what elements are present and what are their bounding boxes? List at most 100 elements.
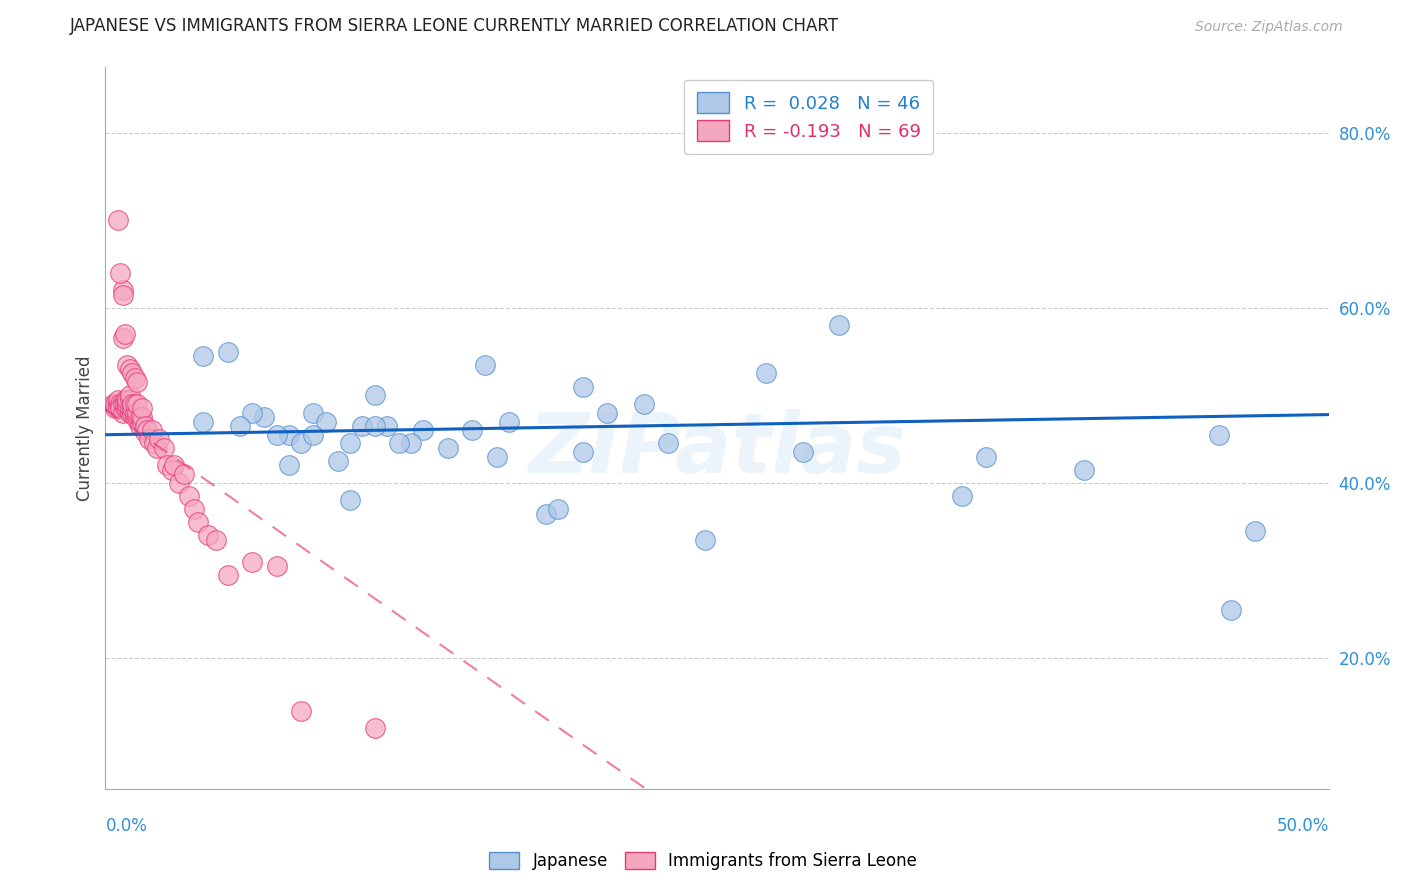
- Point: [534, 507, 557, 521]
- Point: [128, 419, 150, 434]
- Point: [498, 415, 520, 429]
- Point: [1244, 524, 1267, 538]
- Point: [124, 406, 146, 420]
- Point: [412, 423, 434, 437]
- Point: [111, 283, 134, 297]
- Point: [302, 427, 325, 442]
- Point: [547, 502, 569, 516]
- Point: [156, 458, 179, 473]
- Point: [229, 419, 252, 434]
- Point: [131, 401, 153, 416]
- Point: [841, 134, 863, 148]
- Point: [131, 410, 153, 425]
- Point: [114, 397, 136, 411]
- Point: [792, 445, 814, 459]
- Point: [315, 415, 337, 429]
- Point: [108, 266, 131, 280]
- Point: [114, 401, 136, 416]
- Point: [290, 704, 312, 718]
- Point: [474, 358, 496, 372]
- Point: [571, 379, 593, 393]
- Point: [240, 406, 263, 420]
- Legend: Japanese, Immigrants from Sierra Leone: Japanese, Immigrants from Sierra Leone: [482, 845, 924, 877]
- Point: [114, 326, 136, 341]
- Point: [160, 463, 183, 477]
- Point: [167, 475, 190, 490]
- Point: [1208, 427, 1230, 442]
- Text: 0.0%: 0.0%: [105, 817, 148, 835]
- Point: [950, 489, 973, 503]
- Point: [127, 406, 149, 420]
- Point: [339, 436, 361, 450]
- Point: [121, 401, 143, 416]
- Point: [148, 432, 170, 446]
- Point: [117, 358, 139, 372]
- Point: [121, 397, 143, 411]
- Point: [183, 502, 205, 516]
- Point: [401, 436, 423, 450]
- Point: [693, 533, 716, 547]
- Point: [118, 392, 141, 407]
- Point: [596, 406, 619, 420]
- Point: [302, 406, 325, 420]
- Point: [118, 406, 141, 420]
- Point: [339, 493, 361, 508]
- Point: [118, 388, 141, 402]
- Point: [278, 427, 301, 442]
- Point: [571, 445, 593, 459]
- Point: [1219, 603, 1241, 617]
- Point: [136, 423, 159, 437]
- Text: Source: ZipAtlas.com: Source: ZipAtlas.com: [1195, 21, 1343, 34]
- Point: [326, 454, 349, 468]
- Point: [127, 397, 149, 411]
- Point: [138, 432, 160, 446]
- Point: [253, 410, 276, 425]
- Point: [141, 423, 163, 437]
- Point: [163, 458, 186, 473]
- Point: [143, 436, 166, 450]
- Point: [278, 458, 301, 473]
- Point: [437, 441, 460, 455]
- Point: [828, 318, 851, 333]
- Point: [193, 415, 215, 429]
- Point: [240, 555, 263, 569]
- Point: [217, 344, 239, 359]
- Point: [108, 397, 131, 411]
- Point: [187, 516, 209, 530]
- Point: [375, 419, 398, 434]
- Point: [153, 441, 176, 455]
- Point: [114, 392, 136, 407]
- Point: [363, 419, 385, 434]
- Point: [633, 397, 655, 411]
- Point: [124, 410, 146, 425]
- Point: [388, 436, 411, 450]
- Point: [217, 567, 239, 582]
- Text: 50.0%: 50.0%: [1277, 817, 1329, 835]
- Point: [197, 528, 219, 542]
- Point: [1073, 463, 1095, 477]
- Point: [146, 441, 169, 455]
- Point: [107, 401, 129, 416]
- Y-axis label: Currently Married: Currently Married: [76, 355, 94, 501]
- Point: [266, 559, 288, 574]
- Point: [134, 419, 156, 434]
- Point: [108, 401, 131, 416]
- Point: [121, 367, 143, 381]
- Point: [485, 450, 508, 464]
- Point: [127, 375, 149, 389]
- Point: [204, 533, 226, 547]
- Point: [111, 397, 134, 411]
- Point: [193, 349, 215, 363]
- Point: [290, 436, 312, 450]
- Point: [134, 425, 156, 439]
- Point: [177, 489, 200, 503]
- Point: [124, 371, 146, 385]
- Point: [117, 392, 139, 407]
- Point: [363, 388, 385, 402]
- Legend: R =  0.028   N = 46, R = -0.193   N = 69: R = 0.028 N = 46, R = -0.193 N = 69: [685, 79, 934, 153]
- Point: [104, 401, 127, 416]
- Point: [131, 415, 153, 429]
- Point: [352, 419, 374, 434]
- Point: [266, 427, 288, 442]
- Point: [111, 331, 134, 345]
